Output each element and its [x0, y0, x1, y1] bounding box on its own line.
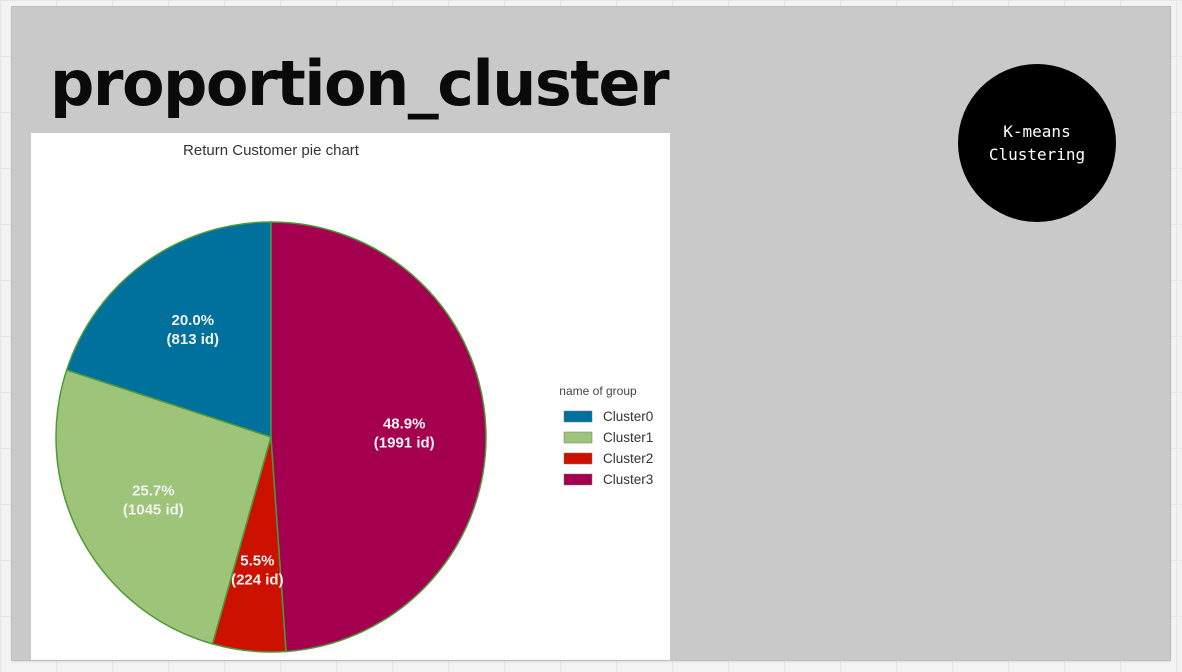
pie-chart: Return Customer pie chart 20.0%(813 id)2…: [55, 142, 653, 653]
slice-count-label: (1991 id): [374, 434, 435, 451]
legend: name of group Cluster0 Cluster1 Cluster2 Cl…: [559, 384, 653, 487]
legend-label-cluster3: Cluster3: [603, 472, 653, 487]
slice-count-label: (813 id): [167, 331, 220, 348]
pie-chart-panel: Return Customer pie chart 20.0% (813 id) 2…: [31, 133, 670, 660]
pie-slice-cluster3: [270, 221, 487, 653]
legend-label-cluster1: Cluster1: [603, 430, 653, 445]
legend-label-cluster2: Cluster2: [603, 451, 653, 466]
slide-title: proportion_cluster: [50, 47, 670, 120]
legend-swatch-cluster1: [563, 431, 593, 444]
legend-title: name of group: [559, 384, 637, 398]
badge-text: K-means Clustering: [988, 122, 1086, 164]
slice-count-label: (224 id): [231, 572, 284, 589]
pie-slice-cluster0: [65, 221, 272, 439]
slice-percent-label: 48.9%: [383, 415, 426, 432]
pie-slices: [55, 221, 487, 653]
slide: proportion_cluster K-means Clustering Re…: [12, 7, 1170, 660]
slice-percent-label: 20.0%: [172, 312, 215, 329]
chart-title: Return Customer pie chart: [183, 142, 360, 159]
pie-labels: 20.0% (813 id) 25.7% (1045 id) 5.5% (224 id) 4…: [123, 312, 435, 589]
pie-slice-cluster1: [55, 369, 272, 645]
legend-label-cluster0: Cluster0: [603, 409, 653, 424]
legend-swatch-cluster2: [563, 452, 593, 465]
slice-count-label: (1045 id): [123, 502, 184, 519]
legend-swatch-cluster3: [563, 473, 593, 486]
legend-swatch-cluster0: [563, 410, 593, 423]
slice-percent-label: 25.7%: [132, 483, 175, 500]
kmeans-badge: K-means Clustering: [958, 64, 1116, 222]
slice-percent-label: 5.5%: [240, 553, 274, 570]
